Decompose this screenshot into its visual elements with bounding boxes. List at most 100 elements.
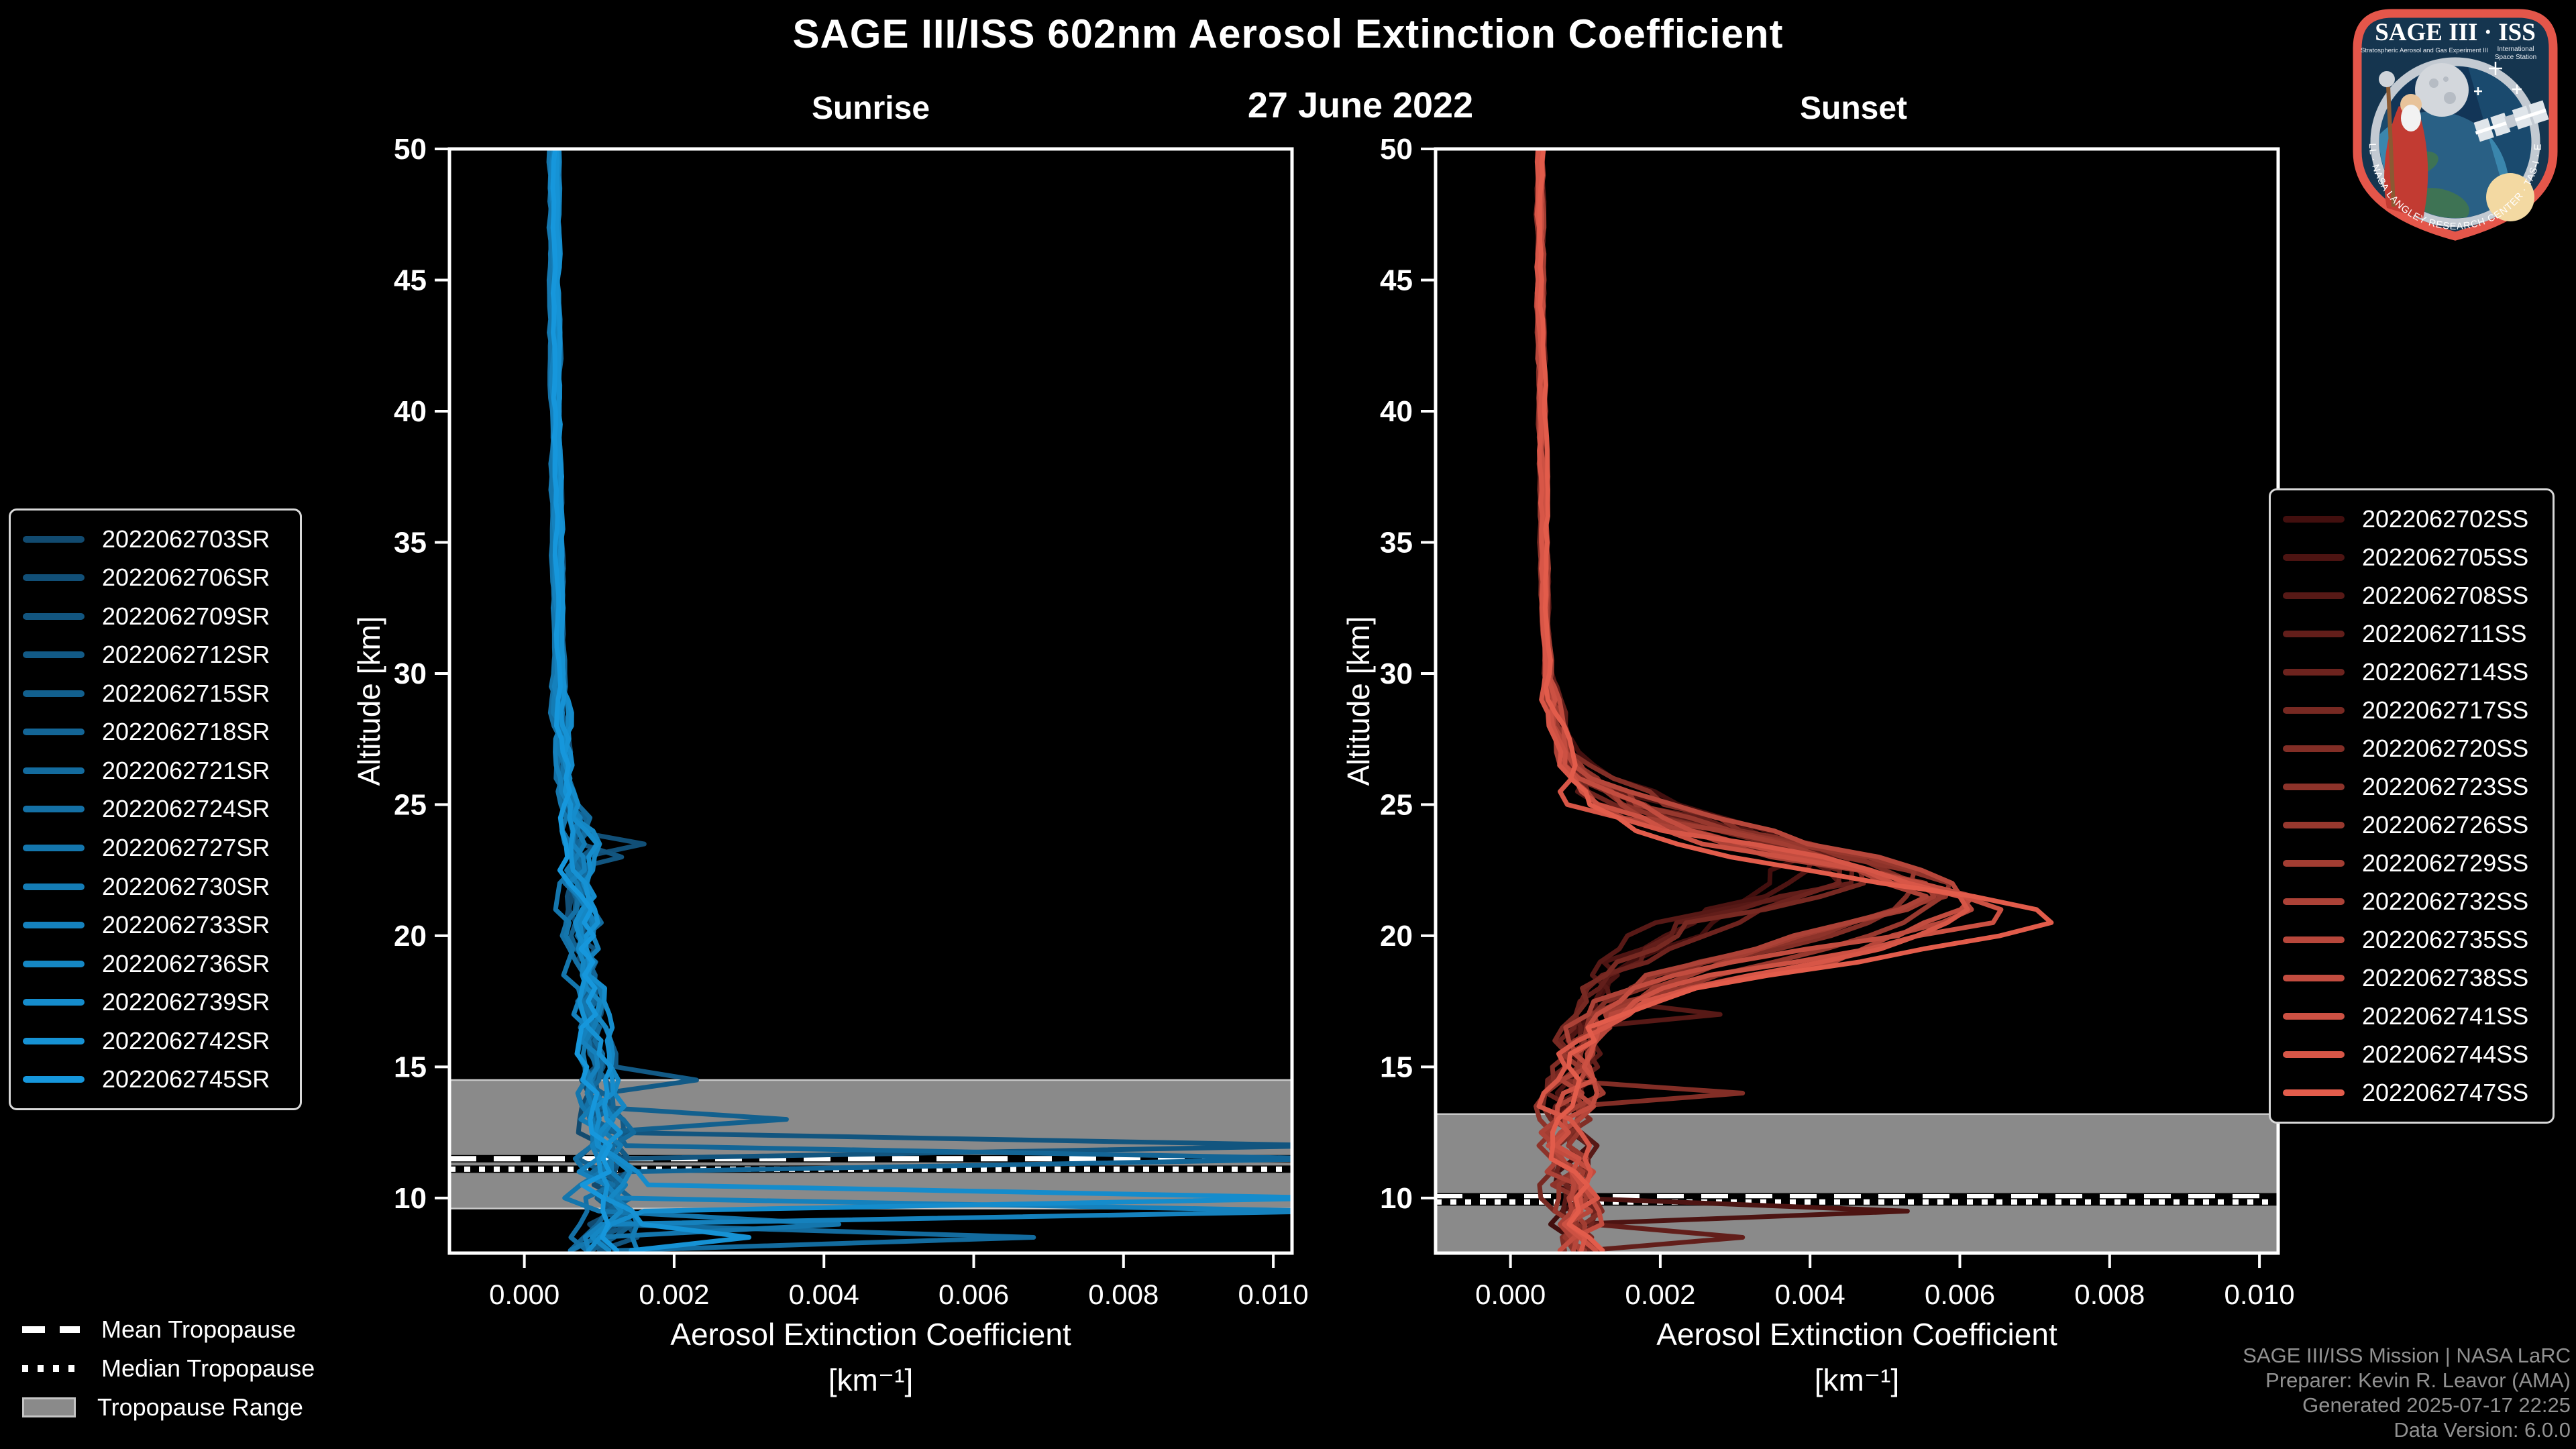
tropopause-range-legend-row: Tropopause Range bbox=[22, 1393, 303, 1421]
sunset-plot-area bbox=[1436, 149, 2278, 1253]
sunrise-panel-title: Sunrise bbox=[811, 91, 930, 126]
sunrise-plot-area bbox=[449, 149, 1292, 1253]
legend-swatch bbox=[2283, 822, 2345, 829]
legend-label: 2022062714SS bbox=[2362, 657, 2529, 686]
legend-item-2022062730SR: 2022062730SR bbox=[23, 867, 288, 906]
legend-item-2022062712SR: 2022062712SR bbox=[23, 636, 288, 675]
x-tick-label: 0.000 bbox=[1475, 1279, 1546, 1310]
x-tick-label: 0.006 bbox=[1925, 1279, 1995, 1310]
credit-mission: SAGE III/ISS Mission | NASA LaRC bbox=[2243, 1344, 2571, 1367]
legend-label: 2022062712SR bbox=[102, 641, 270, 669]
y-tick-label: 40 bbox=[1380, 395, 1413, 428]
legend-label: 2022062711SS bbox=[2362, 619, 2527, 647]
legend-item-2022062732SS: 2022062732SS bbox=[2283, 883, 2540, 921]
legend-item-2022062741SS: 2022062741SS bbox=[2283, 998, 2540, 1036]
legend-swatch bbox=[2283, 783, 2345, 790]
legend-label: 2022062747SS bbox=[2362, 1079, 2529, 1107]
legend-item-2022062724SR: 2022062724SR bbox=[23, 790, 288, 829]
legend-swatch bbox=[2283, 1089, 2345, 1097]
mean-tropopause-label: Mean Tropopause bbox=[101, 1316, 297, 1343]
legend-item-2022062709SR: 2022062709SR bbox=[23, 597, 288, 636]
legend-label: 2022062730SR bbox=[102, 872, 270, 900]
legend-item-2022062736SR: 2022062736SR bbox=[23, 945, 288, 983]
legend-item-2022062733SR: 2022062733SR bbox=[23, 906, 288, 945]
legend-swatch bbox=[23, 690, 85, 697]
legend-label: 2022062706SR bbox=[102, 564, 270, 592]
legend-swatch bbox=[23, 574, 85, 582]
x-axis-label-sunset: Aerosol Extinction Coefficient bbox=[1656, 1317, 2057, 1352]
legend-item-2022062705SS: 2022062705SS bbox=[2283, 538, 2540, 576]
x-axis-unit-sunrise: [km⁻¹] bbox=[828, 1362, 914, 1397]
legend-label: 2022062745SR bbox=[102, 1065, 270, 1093]
median-tropopause-swatch bbox=[22, 1365, 80, 1372]
legend-swatch bbox=[2283, 745, 2345, 752]
legend-swatch bbox=[2283, 936, 2345, 944]
legend-item-2022062729SS: 2022062729SS bbox=[2283, 845, 2540, 883]
legend-item-2022062718SR: 2022062718SR bbox=[23, 713, 288, 752]
legend-item-2022062721SR: 2022062721SR bbox=[23, 751, 288, 790]
patch-iss bbox=[2473, 100, 2549, 142]
legend-label: 2022062718SR bbox=[102, 718, 270, 746]
legend-item-2022062739SR: 2022062739SR bbox=[23, 983, 288, 1022]
patch-sun bbox=[2486, 173, 2534, 221]
legend-swatch bbox=[2283, 553, 2345, 561]
legend-swatch bbox=[23, 960, 85, 967]
legend-label: 2022062705SS bbox=[2362, 543, 2529, 571]
patch-subtitle-right-1: International bbox=[2497, 46, 2534, 53]
tropopause-range-swatch bbox=[22, 1397, 76, 1417]
y-tick-label: 20 bbox=[1380, 920, 1413, 953]
sunrise-event-legend: 2022062703SR 2022062706SR 2022062709SR 2022… bbox=[9, 508, 302, 1110]
legend-item-2022062717SS: 2022062717SS bbox=[2283, 691, 2540, 729]
tropopause-range-label: Tropopause Range bbox=[97, 1393, 303, 1421]
median-tropopause-legend-row: Median Tropopause bbox=[22, 1354, 315, 1382]
legend-item-2022062711SS: 2022062711SS bbox=[2283, 614, 2540, 653]
legend-label: 2022062742SR bbox=[102, 1026, 270, 1055]
legend-swatch bbox=[23, 999, 85, 1006]
legend-item-2022062715SR: 2022062715SR bbox=[23, 674, 288, 713]
profile-line-2022062744SS bbox=[1534, 149, 1970, 1253]
legend-item-2022062720SS: 2022062720SS bbox=[2283, 729, 2540, 767]
plot-frame bbox=[447, 147, 1294, 1255]
legend-swatch bbox=[23, 612, 85, 620]
y-tick-label: 50 bbox=[394, 133, 427, 166]
legend-label: 2022062744SS bbox=[2362, 1040, 2529, 1069]
legend-swatch bbox=[23, 845, 85, 852]
y-tick-label: 40 bbox=[394, 395, 427, 428]
y-tick-label: 10 bbox=[1380, 1182, 1413, 1215]
legend-label: 2022062732SS bbox=[2362, 888, 2529, 916]
legend-swatch bbox=[2283, 706, 2345, 714]
legend-label: 2022062739SR bbox=[102, 988, 270, 1016]
legend-label: 2022062702SS bbox=[2362, 504, 2529, 533]
sage-iii-iss-mission-patch: SAGE III · ISS Stratospheric Aerosol and… bbox=[2337, 0, 2571, 272]
legend-swatch bbox=[23, 535, 85, 543]
x-axis-label-sunrise: Aerosol Extinction Coefficient bbox=[670, 1317, 1071, 1352]
legend-swatch bbox=[2283, 898, 2345, 906]
median-tropopause-label: Median Tropopause bbox=[101, 1354, 315, 1382]
y-tick-label: 30 bbox=[1380, 657, 1413, 690]
x-tick-label: 0.002 bbox=[1625, 1279, 1695, 1310]
legend-swatch bbox=[2283, 515, 2345, 523]
legend-label: 2022062703SR bbox=[102, 525, 270, 553]
patch-wizard bbox=[2379, 71, 2428, 219]
legend-swatch bbox=[2283, 592, 2345, 599]
x-tick-label: 0.000 bbox=[489, 1279, 559, 1310]
legend-swatch bbox=[23, 883, 85, 890]
legend-swatch bbox=[23, 729, 85, 736]
patch-moon bbox=[2415, 63, 2469, 117]
credit-data-version: Data Version: 6.0.0 bbox=[2394, 1418, 2571, 1442]
legend-swatch bbox=[23, 767, 85, 774]
legend-item-2022062703SR: 2022062703SR bbox=[23, 520, 288, 559]
legend-swatch bbox=[23, 1076, 85, 1083]
profile-line-2022062747SS bbox=[1537, 149, 2054, 1253]
y-tick-label: 35 bbox=[1380, 526, 1413, 559]
patch-stars bbox=[2474, 62, 2522, 95]
patch-subtitle-right-2: Space Station bbox=[2495, 54, 2536, 61]
profile-line-2022062742SR bbox=[553, 149, 752, 1253]
legend-label: 2022062709SR bbox=[102, 602, 270, 630]
legend-label: 2022062726SS bbox=[2362, 811, 2529, 839]
credit-generated: Generated 2025-07-17 22:25 bbox=[2302, 1393, 2571, 1417]
mean-tropopause-legend-row: Mean Tropopause bbox=[22, 1316, 296, 1343]
legend-item-2022062708SS: 2022062708SS bbox=[2283, 576, 2540, 614]
y-tick-label: 30 bbox=[394, 657, 427, 690]
x-tick-label: 0.008 bbox=[2074, 1279, 2145, 1310]
